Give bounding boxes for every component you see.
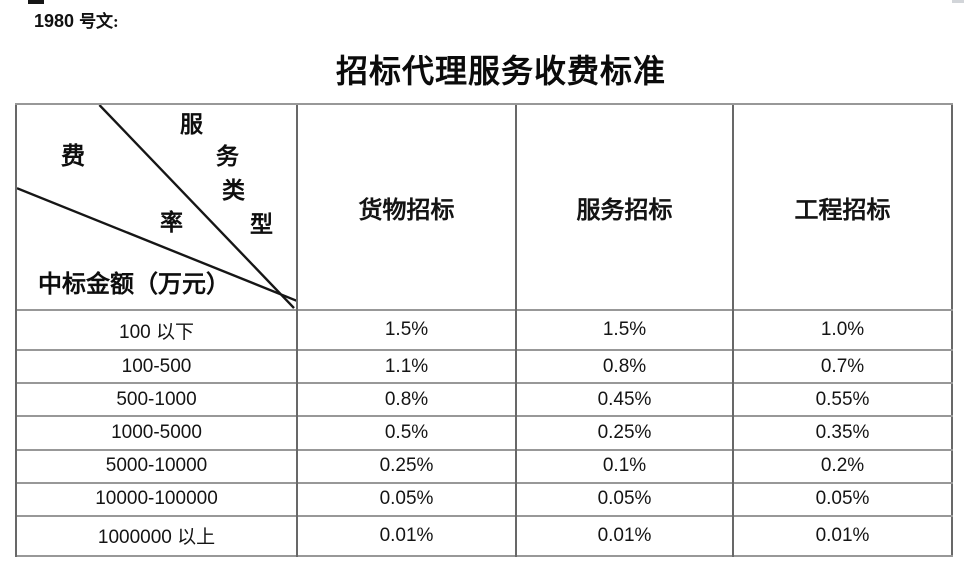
page-edge-artifact-left bbox=[28, 0, 44, 4]
row-label: 1000-5000 bbox=[15, 415, 297, 450]
page-title: 招标代理服务收费标准 bbox=[335, 53, 666, 89]
rate-cell: 0.8% bbox=[296, 382, 516, 417]
table-row: 1000000 以上 0.01% 0.01% 0.01% bbox=[15, 514, 952, 556]
doc-number-suffix: 号文: bbox=[79, 12, 119, 31]
rate-cell: 0.01% bbox=[296, 514, 516, 556]
fee-rate-char: 率 bbox=[160, 210, 183, 235]
rate-cell: 1.1% bbox=[296, 349, 516, 384]
diagonal-corner-cell: 服 务 类 型 费 率 中标金额（万元） bbox=[15, 103, 297, 310]
fee-rate-char: 费 bbox=[61, 144, 85, 170]
column-header-goods: 货物招标 bbox=[296, 103, 516, 310]
row-label: 1000000 以上 bbox=[15, 514, 297, 556]
rate-cell: 0.2% bbox=[732, 448, 952, 483]
row-label: 500-1000 bbox=[15, 382, 297, 417]
row-label: 5000-10000 bbox=[15, 448, 297, 483]
doc-number-value: 1980 bbox=[34, 11, 75, 31]
diagonal-line-upper bbox=[98, 105, 295, 309]
rate-cell: 0.25% bbox=[515, 415, 733, 450]
rate-cell: 0.5% bbox=[296, 415, 516, 450]
service-type-char: 型 bbox=[250, 212, 273, 237]
diagonal-line-lower bbox=[17, 187, 296, 302]
rate-cell: 0.1% bbox=[515, 448, 733, 483]
column-header-works: 工程招标 bbox=[732, 103, 952, 310]
rate-cell: 0.05% bbox=[296, 481, 516, 516]
rate-cell: 0.45% bbox=[515, 382, 733, 417]
doc-number: 1980 号文: bbox=[34, 7, 119, 32]
table-row: 1000-5000 0.5% 0.25% 0.35% bbox=[15, 415, 952, 450]
rate-cell: 0.05% bbox=[515, 481, 733, 516]
rate-cell: 0.01% bbox=[732, 514, 952, 556]
rate-cell: 1.5% bbox=[515, 308, 733, 351]
table-row: 500-1000 0.8% 0.45% 0.55% bbox=[15, 382, 952, 417]
rate-cell: 0.01% bbox=[515, 514, 733, 556]
service-type-char: 类 bbox=[222, 178, 245, 203]
rate-cell: 1.0% bbox=[732, 308, 952, 351]
rate-cell: 1.5% bbox=[296, 308, 516, 351]
column-header-services: 服务招标 bbox=[515, 103, 733, 310]
table-row: 10000-100000 0.05% 0.05% 0.05% bbox=[15, 481, 952, 516]
rate-cell: 0.05% bbox=[732, 481, 952, 516]
page-edge-artifact-right bbox=[952, 0, 964, 3]
row-label: 100 以下 bbox=[15, 308, 297, 351]
table-row: 100-500 1.1% 0.8% 0.7% bbox=[15, 349, 952, 384]
row-label: 100-500 bbox=[15, 349, 297, 384]
fee-standard-table: 服 务 类 型 费 率 中标金额（万元） 货物招标 服务招标 工程招标 100 … bbox=[15, 103, 953, 557]
diagonal-lines bbox=[17, 105, 296, 309]
table-row: 5000-10000 0.25% 0.1% 0.2% bbox=[15, 448, 952, 483]
rate-cell: 0.25% bbox=[296, 448, 516, 483]
rate-cell: 0.8% bbox=[515, 349, 733, 384]
row-label: 10000-100000 bbox=[15, 481, 297, 516]
table-header-row: 服 务 类 型 费 率 中标金额（万元） 货物招标 服务招标 工程招标 bbox=[15, 103, 952, 310]
rate-cell: 0.55% bbox=[732, 382, 952, 417]
table-row: 100 以下 1.5% 1.5% 1.0% bbox=[15, 308, 952, 351]
rate-cell: 0.7% bbox=[732, 349, 952, 384]
service-type-char: 服 bbox=[180, 112, 203, 137]
rate-cell: 0.35% bbox=[732, 415, 952, 450]
service-type-char: 务 bbox=[216, 144, 239, 169]
diagonal-corner-content: 服 务 类 型 费 率 中标金额（万元） bbox=[17, 105, 296, 309]
row-axis-label: 中标金额（万元） bbox=[38, 272, 230, 298]
